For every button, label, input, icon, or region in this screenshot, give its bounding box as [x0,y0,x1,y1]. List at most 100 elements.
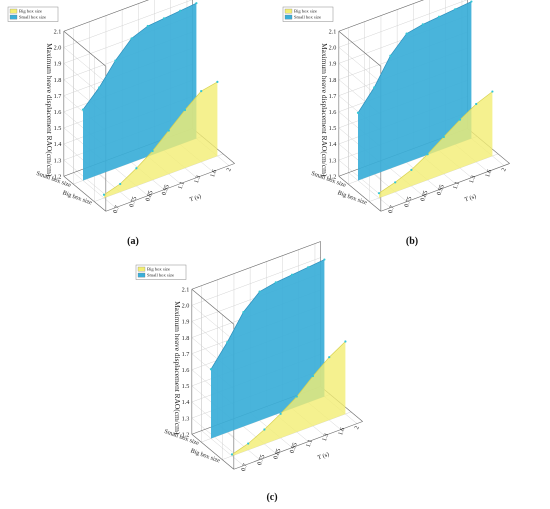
frame-edge [233,421,363,470]
z-tick-label: 1.5 [182,383,190,390]
legend-swatch [137,266,146,272]
legend-label: Small box size [294,15,321,20]
panel-caption: (c) [266,492,277,503]
x-tick-label: 2 [500,167,508,172]
data-point [410,168,413,171]
x-tick-label: 1.1 [305,439,314,449]
z-tick-label: 1.8 [54,77,62,84]
z-tick-label: 1.2 [329,173,337,180]
x-tick-label: 1.1 [452,181,461,191]
x-tick-label: 1.6 [209,169,218,179]
data-point [179,9,182,12]
data-point [344,340,347,343]
series-area [211,259,325,439]
data-point [130,37,133,40]
legend-label: Big box size [294,9,317,14]
data-point [405,32,408,35]
legend-box [135,264,187,280]
x-axis-title: T (s) [189,193,202,204]
data-point [226,341,229,344]
data-point [263,428,266,431]
box-size-tick-label: Big box size [337,189,369,206]
legend-swatch [9,14,18,20]
x-tick-label: 1.1 [177,181,186,191]
z-tick-label: 2.1 [54,28,62,35]
x-tick-label: 0.7 [387,205,396,215]
data-point [81,108,85,111]
data-point [200,90,203,93]
z-tick-label: 2.1 [329,28,337,35]
data-point [258,290,261,293]
data-point [279,412,282,415]
z-tick-label: 1.3 [329,157,337,164]
data-point [119,182,122,186]
x-tick-label: 1.6 [484,169,493,179]
data-point [230,453,234,456]
z-tick-label: 1.8 [182,335,190,342]
legend-label: Big box size [19,9,42,14]
x-tick-label: 0.75 [128,196,138,209]
data-point [356,111,360,114]
legend-label: Small box size [19,15,46,20]
x-tick-label: 0.7 [112,205,121,215]
frame-edge [338,0,425,32]
data-point [151,149,154,153]
panel-caption: (b) [406,236,418,247]
legend-swatch [284,8,293,14]
z-tick-label: 1.5 [54,125,62,132]
gridline-floor-x [348,172,391,208]
frame-edge [338,30,382,67]
data-point [195,2,198,5]
legend-label: Big box size [147,267,170,272]
x-tick-label: 0.75 [256,454,266,467]
frame-edge [105,163,235,212]
data-point [426,153,429,156]
series-line [210,259,325,370]
x-tick-label: 1.3 [321,433,330,443]
z-tick-label: 1.2 [54,173,62,180]
data-point [216,80,219,83]
x-tick-label: 0.95 [289,442,299,455]
data-point [290,273,294,276]
x-tick-label: 2 [225,167,233,172]
z-tick-label: 1.8 [329,77,337,84]
data-point [311,374,315,378]
data-point [475,102,478,106]
z-tick-label: 1.9 [182,319,190,326]
chart-panel-c: 1.2 1.3 1.4 1.5 1.6 1.7 1.8 1.9 2.0 2.1 Maximum he… [135,241,363,503]
x-axis-title: T (s) [317,451,330,462]
z-tick-label: 2.0 [182,303,190,310]
data-point [98,86,101,89]
z-tick-label: 2.0 [54,45,62,52]
series-line [378,91,493,194]
x-tick-label: 2 [353,425,361,430]
chart-panel-a: 1.2 1.3 1.4 1.5 1.6 1.7 1.8 1.9 2.0 2.1 Maximum he… [7,0,235,247]
frame-edge [191,433,235,470]
z-tick-label: 2.1 [182,286,190,293]
data-point [373,86,376,89]
z-tick-label: 1.7 [329,93,337,100]
x-tick-label: 0.85 [144,190,154,203]
y-axis-title: Maximum heave displacement RAO(cm/cm) [173,301,182,435]
series-area [358,1,472,181]
x-tick-label: 0.95 [436,184,446,197]
z-tick-label: 2.0 [329,45,337,52]
data-point [162,17,166,20]
series-line [82,2,197,110]
z-tick-label: 1.6 [182,367,190,374]
data-point [377,192,381,195]
y-axis-title: Maximum heave displacement RAO(cm/cm) [45,43,54,177]
data-point [421,23,424,26]
chart-panel-b: 1.2 1.3 1.4 1.5 1.6 1.7 1.8 1.9 2.0 2.1 Maximum he… [282,0,510,247]
z-tick-label: 1.7 [182,351,190,358]
legend-swatch [9,8,18,14]
data-point [242,311,245,314]
gridline-floor-x [73,172,116,208]
frame-edge [338,175,382,212]
frame-edge [63,175,107,212]
data-point [437,15,441,18]
